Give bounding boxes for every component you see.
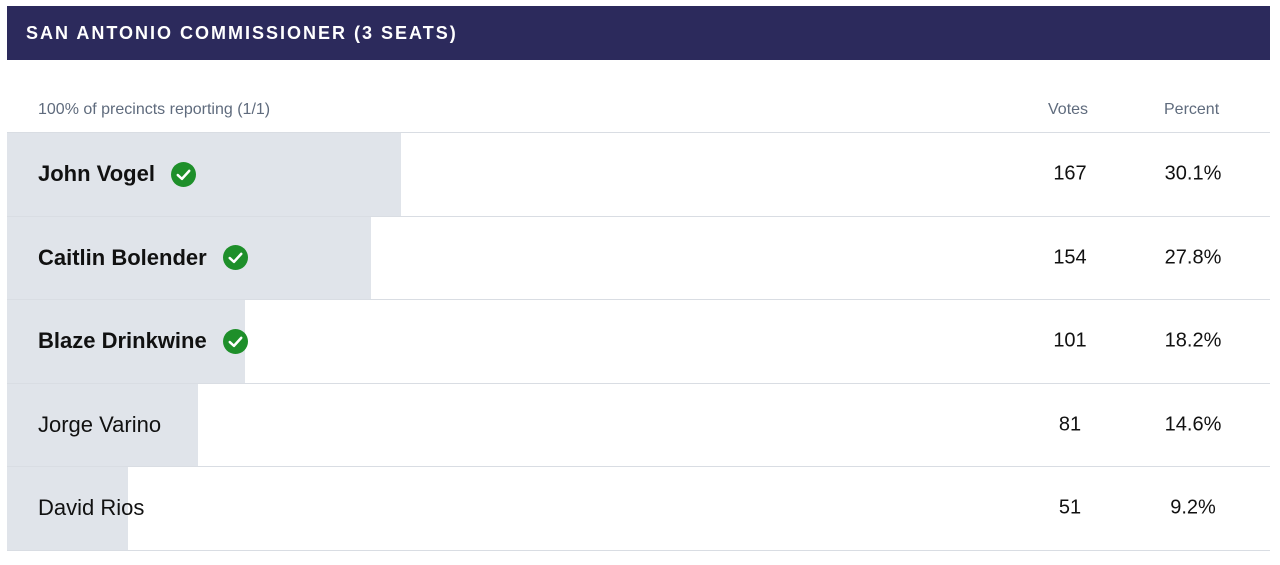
candidate-name-cell: Caitlin Bolender bbox=[38, 245, 248, 271]
candidate-votes: 51 bbox=[1058, 496, 1082, 519]
vote-share-bar bbox=[7, 300, 245, 383]
candidate-votes: 167 bbox=[1053, 162, 1087, 185]
candidate-row: Jorge Varino 81 14.6% bbox=[7, 383, 1270, 467]
precincts-reporting-label: 100% of precincts reporting (1/1) bbox=[38, 101, 271, 118]
candidate-percent: 14.6% bbox=[1164, 413, 1222, 436]
candidate-name-cell: John Vogel bbox=[38, 161, 196, 187]
candidate-percent: 9.2% bbox=[1170, 496, 1216, 519]
candidate-name: David Rios bbox=[38, 495, 145, 521]
results-card: SAN ANTONIO COMMISSIONER (3 SEATS) 100% … bbox=[7, 6, 1270, 551]
candidate-percent: 27.8% bbox=[1164, 246, 1222, 269]
checkmark-circle-icon bbox=[222, 245, 248, 271]
candidate-name: Caitlin Bolender bbox=[38, 244, 207, 270]
column-header-row: 100% of precincts reporting (1/1) Votes … bbox=[7, 60, 1270, 133]
vote-share-bar bbox=[7, 383, 198, 466]
vote-share-bar bbox=[7, 467, 128, 550]
candidate-name-cell: David Rios bbox=[38, 495, 144, 521]
candidate-name-cell: Jorge Varino bbox=[38, 412, 161, 438]
candidate-row: Blaze Drinkwine 101 18.2% bbox=[7, 300, 1270, 384]
vote-share-bar bbox=[7, 216, 371, 299]
candidate-row: David Rios 51 9.2% bbox=[7, 467, 1270, 551]
candidate-row: Caitlin Bolender 154 27.8% bbox=[7, 216, 1270, 300]
candidate-name: Blaze Drinkwine bbox=[38, 328, 207, 354]
candidate-votes: 154 bbox=[1053, 246, 1087, 269]
vote-share-bar bbox=[7, 133, 401, 216]
race-header: SAN ANTONIO COMMISSIONER (3 SEATS) bbox=[7, 6, 1270, 60]
candidate-votes: 101 bbox=[1053, 329, 1087, 352]
candidate-votes: 81 bbox=[1058, 413, 1082, 436]
checkmark-circle-icon bbox=[170, 161, 196, 187]
votes-column-header: Votes bbox=[1048, 101, 1089, 118]
candidate-percent: 30.1% bbox=[1164, 162, 1222, 185]
race-title: SAN ANTONIO COMMISSIONER (3 SEATS) bbox=[26, 22, 458, 43]
percent-column-header: Percent bbox=[1164, 101, 1220, 118]
candidate-percent: 18.2% bbox=[1164, 329, 1222, 352]
candidate-name-cell: Blaze Drinkwine bbox=[38, 328, 248, 354]
candidate-name: John Vogel bbox=[38, 161, 155, 187]
candidate-row: John Vogel 167 30.1% bbox=[7, 133, 1270, 217]
candidate-name: Jorge Varino bbox=[38, 411, 162, 437]
checkmark-circle-icon bbox=[222, 328, 248, 354]
candidate-list: John Vogel 167 30.1% Caitlin Bolender 154 27.… bbox=[7, 133, 1270, 551]
